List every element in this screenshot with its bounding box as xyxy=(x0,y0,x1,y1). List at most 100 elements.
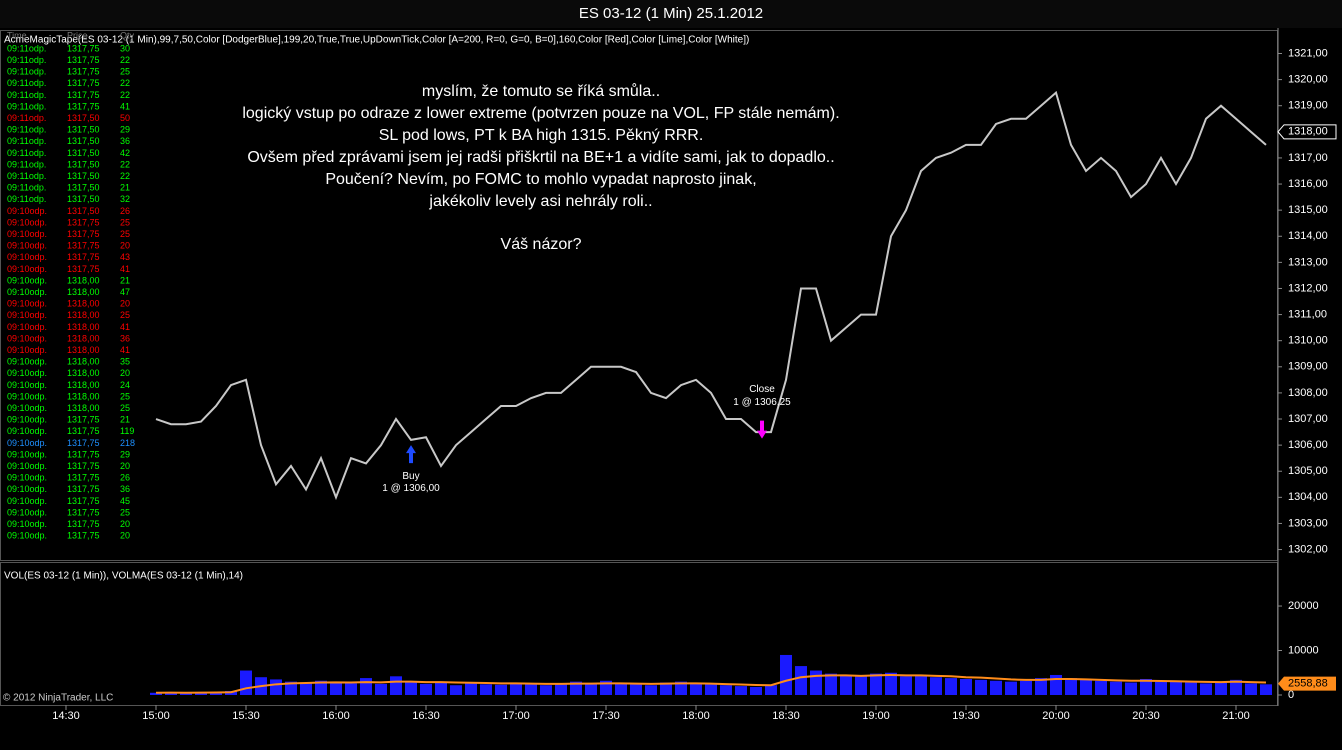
volume-bar xyxy=(870,673,882,695)
volume-bar xyxy=(180,692,192,695)
volume-bar xyxy=(1050,674,1062,695)
volume-bar xyxy=(750,686,762,695)
y-tick-label: 1312,00 xyxy=(1288,282,1328,294)
tape-cell: 22 xyxy=(120,78,130,88)
volume-tick-label: 20000 xyxy=(1288,600,1319,612)
tape-cell: 1318,00 xyxy=(67,275,100,285)
tape-cell: 09:10odp. xyxy=(7,449,47,459)
trade-text: 1 @ 1306,25 xyxy=(733,397,791,408)
tape-cell: 1318,00 xyxy=(67,310,100,320)
x-tick-label: 18:30 xyxy=(772,710,800,722)
volume-bar xyxy=(420,683,432,695)
tape-cell: 09:11odp. xyxy=(7,159,46,169)
tape-cell: 21 xyxy=(120,275,130,285)
tape-cell: 47 xyxy=(120,287,130,297)
tape-cell: 1317,75 xyxy=(67,90,100,100)
volume-bar xyxy=(975,679,987,695)
tape-cell: 119 xyxy=(120,426,134,436)
volume-bar xyxy=(585,683,597,695)
annotation: SL pod lows, PT k BA high 1315. Pěkný RR… xyxy=(379,127,704,144)
tape-cell: 09:11odp. xyxy=(7,136,46,146)
title-bar xyxy=(0,0,1342,28)
tape-cell: 1317,75 xyxy=(67,531,100,541)
tape-cell: 1317,75 xyxy=(67,78,100,88)
tape-cell: 1317,50 xyxy=(67,194,100,204)
tape-cell: 09:10odp. xyxy=(7,368,47,378)
x-tick-label: 20:30 xyxy=(1132,710,1160,722)
tape-cell: 1317,50 xyxy=(67,125,100,135)
annotation: Ovšem před zprávami jsem jej radši přišk… xyxy=(247,149,834,166)
volume-bar xyxy=(810,670,822,695)
tape-cell: 20 xyxy=(120,461,130,471)
tape-cell: 1317,75 xyxy=(67,484,100,494)
tape-cell: 26 xyxy=(120,206,130,216)
volume-bar xyxy=(300,682,312,695)
tape-cell: 1317,75 xyxy=(67,241,100,251)
y-tick-label: 1319,00 xyxy=(1288,100,1328,112)
volume-bar xyxy=(1200,683,1212,695)
volume-bar xyxy=(660,682,672,695)
tape-cell: 1317,75 xyxy=(67,473,100,483)
tape-cell: 09:10odp. xyxy=(7,484,47,494)
tape-cell: 1317,50 xyxy=(67,136,100,146)
volume-bar xyxy=(285,681,297,695)
tape-cell: 09:11odp. xyxy=(7,183,46,193)
volume-bar xyxy=(1230,679,1242,695)
x-tick-label: 16:00 xyxy=(322,710,350,722)
tape-cell: 1318,00 xyxy=(67,333,100,343)
tape-cell: 1317,75 xyxy=(67,415,100,425)
tape-cell: 1317,50 xyxy=(67,171,100,181)
x-tick-label: 18:00 xyxy=(682,710,710,722)
y-tick-label: 1316,00 xyxy=(1288,178,1328,190)
annotation: Váš názor? xyxy=(501,236,582,253)
tape-cell: 41 xyxy=(120,101,130,111)
tape-cell: 21 xyxy=(120,183,130,193)
tape-cell: 41 xyxy=(120,345,130,355)
tape-cell: 09:10odp. xyxy=(7,275,47,285)
tape-cell: 22 xyxy=(120,55,130,65)
volume-bar xyxy=(345,683,357,695)
trade-arrow xyxy=(406,445,416,464)
tape-cell: 218 xyxy=(120,438,135,448)
annotation: jakékoliv levely asi nehrály roli.. xyxy=(428,193,652,210)
tape-cell: 09:11odp. xyxy=(7,67,46,77)
tape-cell: 20 xyxy=(120,519,130,529)
tape-cell: 09:10odp. xyxy=(7,496,47,506)
tape-cell: 1317,75 xyxy=(67,461,100,471)
tape-cell: 42 xyxy=(120,148,130,158)
tape-cell: 1318,00 xyxy=(67,287,100,297)
y-tick-label: 1310,00 xyxy=(1288,335,1328,347)
tape-cell: 09:10odp. xyxy=(7,357,47,367)
annotation: logický vstup po odraze z lower extreme … xyxy=(242,105,839,122)
y-tick-label: 1305,00 xyxy=(1288,465,1328,477)
tape-cell: 09:10odp. xyxy=(7,310,47,320)
volume-bar xyxy=(630,684,642,695)
tape-cell: 09:11odp. xyxy=(7,90,46,100)
tape-cell: 1317,75 xyxy=(67,264,100,274)
tape-cell: 20 xyxy=(120,299,130,309)
tape-cell: 09:11odp. xyxy=(7,194,46,204)
tape-cell: 09:10odp. xyxy=(7,287,47,297)
volume-bar xyxy=(510,682,522,695)
tape-cell: 09:10odp. xyxy=(7,217,47,227)
volume-title: VOL(ES 03-12 (1 Min)), VOLMA(ES 03-12 (1… xyxy=(4,571,243,582)
volume-bar xyxy=(540,685,552,695)
volma-line xyxy=(155,673,1267,694)
tape-cell: 1317,75 xyxy=(67,101,100,111)
volume-bar xyxy=(555,683,567,695)
annotation: myslím, že tomuto se říká smůla.. xyxy=(422,82,660,100)
tape-cell: 1318,00 xyxy=(67,357,100,367)
y-tick-label: 1311,00 xyxy=(1288,308,1327,320)
tape-cell: 25 xyxy=(120,229,130,239)
x-tick-label: 17:00 xyxy=(502,710,530,722)
tape-cell: 43 xyxy=(120,252,130,262)
trade-label: Buy xyxy=(402,471,419,482)
y-tick-label: 1308,00 xyxy=(1288,387,1328,399)
volume-bar xyxy=(705,684,717,695)
volume-bar xyxy=(1095,680,1107,695)
tape-header: Price xyxy=(67,30,88,40)
tape-cell: 09:10odp. xyxy=(7,241,47,251)
tape-cell: 09:10odp. xyxy=(7,461,47,471)
tape-cell: 1318,00 xyxy=(67,299,100,309)
tape-cell: 1318,00 xyxy=(67,403,100,413)
